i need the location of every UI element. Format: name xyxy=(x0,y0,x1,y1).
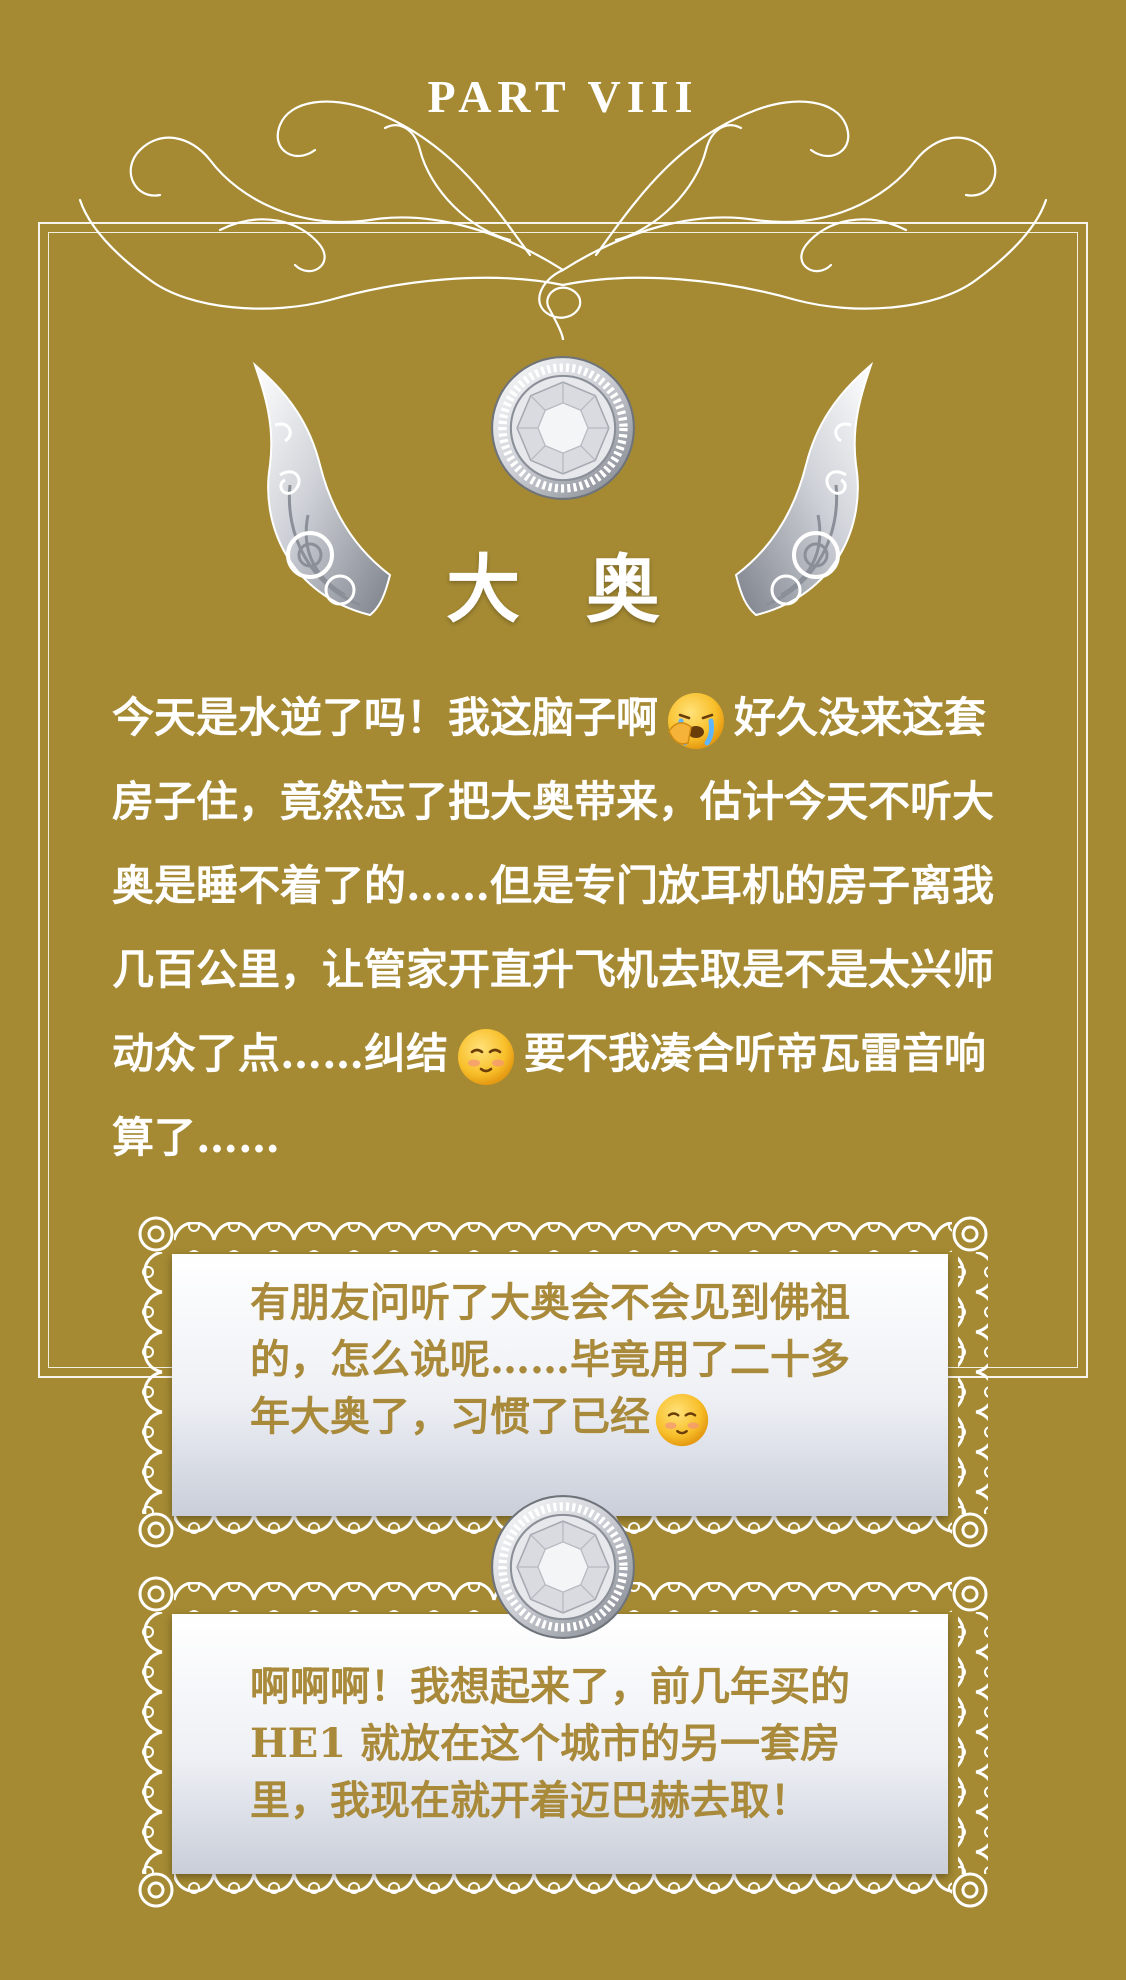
quote-card-2-text: 啊啊啊！我想起来了，前几年买的HE1 就放在这个城市的另一套房里，我现在就开着迈… xyxy=(250,1663,850,1824)
pleading-face-icon xyxy=(654,1392,710,1448)
quote-card-1: 有朋友问听了大奥会不会见到佛祖的，怎么说呢……毕竟用了二十多年大奥了，习惯了已经 xyxy=(172,1254,948,1516)
crying-face-icon xyxy=(666,691,726,751)
quote-card-1-label: 有朋友问听了大奥会不会见到佛祖的，怎么说呢……毕竟用了二十多年大奥了，习惯了已经 xyxy=(250,1279,850,1440)
quote-card-2: 啊啊啊！我想起来了，前几年买的HE1 就放在这个城市的另一套房里，我现在就开着迈… xyxy=(172,1614,948,1874)
section-title: 大 奥 xyxy=(446,547,680,633)
quote-card-1-text: 有朋友问听了大奥会不会见到佛祖的，怎么说呢……毕竟用了二十多年大奥了，习惯了已经 xyxy=(250,1274,876,1448)
part-label: PART VIII xyxy=(427,71,699,122)
body-text-segment-2: 好久没来这套房子住，竟然忘了把大奥带来，估计今天不听大奥是睡不着了的……但是专门… xyxy=(112,693,995,1078)
body-text-segment-3: 要不我凑合听帝瓦雷音响算了…… xyxy=(112,1029,987,1162)
middle-medallion-icon xyxy=(490,1494,636,1640)
top-medallion-icon xyxy=(490,355,636,501)
body-paragraph: 今天是水逆了吗！我这脑子啊 好久没来这套房子住，竟然忘了把大奥带来，估计今天不听大… xyxy=(112,676,1022,1180)
pleading-face-icon xyxy=(456,1027,516,1087)
body-text-segment-1: 今天是水逆了吗！我这脑子啊 xyxy=(112,693,659,742)
